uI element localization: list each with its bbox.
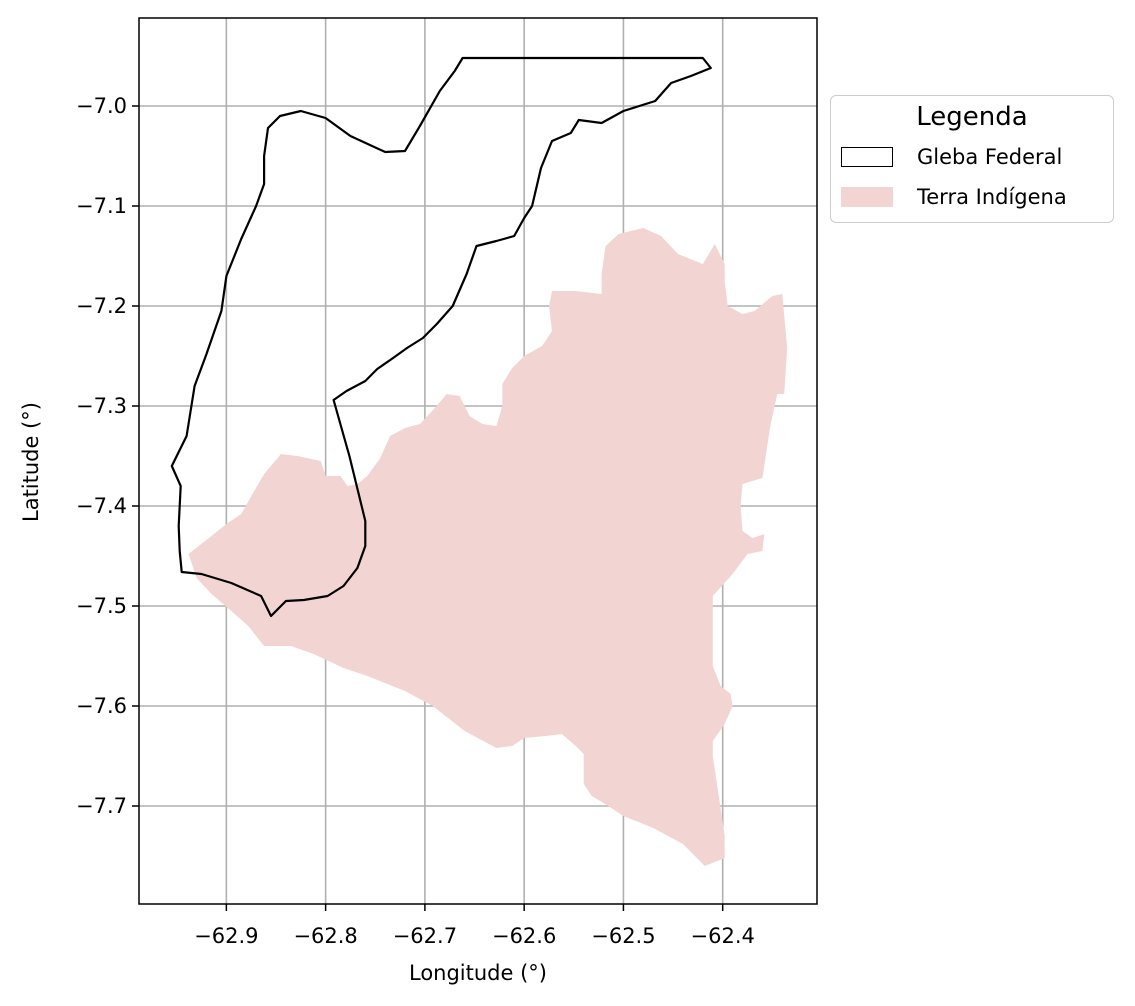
polygon-gleba-federal [170, 56, 712, 618]
legend-item-gleba-federal: Gleba Federal [841, 144, 1062, 170]
plot-frame [138, 17, 818, 905]
y-tick-label: −7.4 [76, 494, 127, 518]
y-tick-label: −7.2 [76, 294, 127, 318]
y-tick-label: −7.6 [76, 694, 127, 718]
y-tick-label: −7.3 [76, 394, 127, 418]
y-tick-label: −7.0 [76, 94, 127, 118]
x-axis-title: Longitude (°) [409, 961, 547, 985]
legend-label: Gleba Federal [917, 145, 1063, 169]
y-tick-label: −7.7 [76, 794, 127, 818]
legend-swatch-fill [841, 187, 893, 207]
legend-item-terra-indigena: Terra Indígena [841, 184, 1067, 210]
y-tick-label: −7.5 [76, 594, 127, 618]
legend-title: Legenda [916, 102, 1028, 132]
x-tick-label: −62.6 [492, 924, 556, 948]
y-axis-title: Latitude (°) [19, 402, 43, 522]
x-tick-label: −62.4 [691, 924, 755, 948]
y-tick-label: −7.1 [76, 194, 127, 218]
legend-swatch-outline [841, 147, 893, 167]
x-tick-label: −62.5 [591, 924, 655, 948]
x-tick-label: −62.7 [393, 924, 457, 948]
axis-ticks: −62.9 −62.8 −62.7 −62.6 −62.5 −62.4 −7.0 −7.1 −7… [76, 94, 755, 948]
map-layers [170, 56, 788, 866]
legend-label: Terra Indígena [917, 185, 1067, 209]
polygon-terra-indigena [188, 228, 788, 866]
x-tick-label: −62.8 [293, 924, 357, 948]
x-tick-label: −62.9 [194, 924, 258, 948]
legend: Legenda Gleba Federal Terra Indígena [830, 95, 1114, 223]
